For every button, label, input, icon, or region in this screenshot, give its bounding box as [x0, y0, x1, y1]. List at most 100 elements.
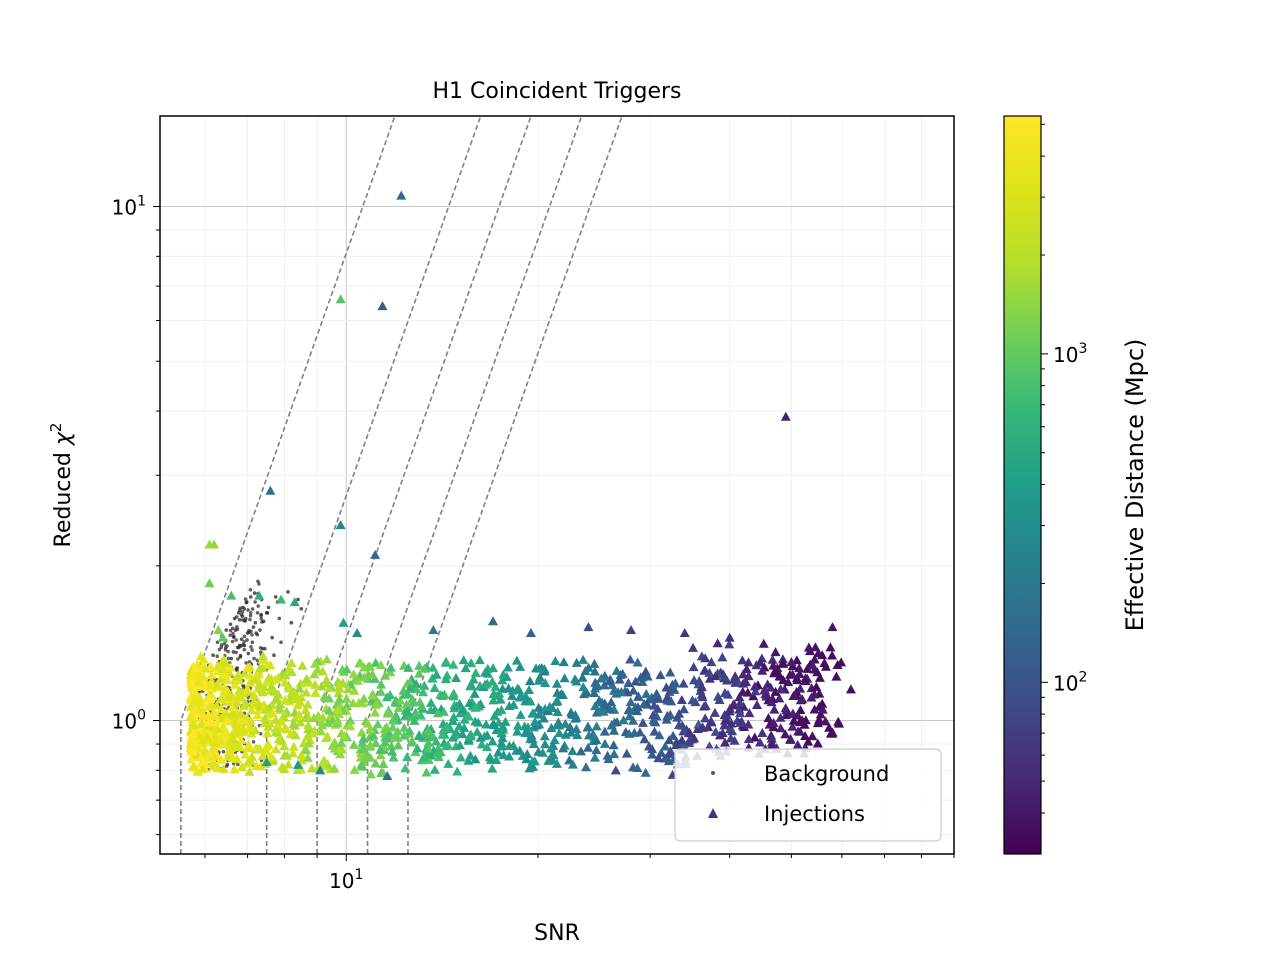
injection-point: [827, 622, 838, 632]
injection-point: [812, 738, 823, 748]
injection-point: [283, 759, 294, 769]
background-point: [228, 628, 233, 633]
injection-point: [652, 703, 663, 713]
injection-point: [385, 662, 396, 672]
injection-point: [591, 707, 602, 717]
injection-point: [203, 717, 214, 727]
injection-point: [552, 706, 563, 716]
legend-injections-label: Injections: [764, 802, 865, 826]
injection-point: [370, 738, 381, 748]
injection-point: [648, 710, 659, 720]
injection-point: [428, 625, 439, 635]
injection-point: [357, 761, 368, 771]
injection-point: [365, 661, 376, 671]
injection-point: [265, 485, 276, 495]
injection-point: [212, 723, 223, 733]
background-point: [240, 610, 245, 614]
injection-point: [800, 676, 811, 686]
injection-point: [525, 628, 536, 638]
background-point: [250, 640, 255, 645]
injection-point: [671, 739, 682, 749]
colorbar: 102 103 Effective Distance (Mpc): [1003, 115, 1149, 855]
threshold-curve: [265, 116, 482, 854]
injection-point: [497, 733, 508, 743]
injection-point: [385, 667, 396, 677]
background-point: [273, 595, 278, 599]
injection-point: [412, 743, 423, 753]
colorbar-tick-label: 103: [1053, 341, 1087, 367]
injection-point: [341, 693, 352, 703]
injection-point: [376, 679, 387, 689]
injection-point: [301, 687, 312, 697]
injection-point: [590, 701, 601, 711]
injection-point: [234, 715, 245, 725]
injection-point: [249, 696, 260, 706]
injection-point: [803, 642, 814, 652]
injection-point: [578, 682, 589, 692]
background-point: [225, 762, 230, 767]
injection-point: [203, 710, 214, 720]
injection-point: [676, 695, 687, 705]
injection-point: [751, 700, 762, 710]
legend-injections-marker: [708, 808, 718, 818]
injection-point: [336, 737, 347, 747]
injection-point: [232, 741, 243, 751]
injection-point: [515, 661, 526, 671]
injection-point: [777, 657, 788, 667]
injection-point: [652, 693, 663, 703]
injection-point: [426, 697, 437, 707]
injection-point: [439, 689, 450, 699]
y-tick-label: 100: [112, 708, 146, 734]
injection-point: [811, 681, 822, 691]
injection-point: [720, 737, 731, 747]
injection-point: [589, 687, 600, 697]
background-point: [231, 631, 235, 636]
background-point: [255, 632, 260, 637]
injection-point: [487, 736, 498, 746]
injection-point: [440, 657, 451, 667]
injection-point: [322, 717, 333, 727]
injection-point: [186, 746, 197, 756]
threshold-curve: [407, 116, 623, 854]
injection-point: [254, 663, 265, 673]
injection-point: [186, 754, 197, 764]
injection-point: [637, 677, 648, 687]
injection-point: [334, 682, 345, 692]
injection-point: [435, 747, 446, 757]
injection-point: [766, 697, 777, 707]
background-point: [247, 630, 252, 635]
injection-point: [596, 673, 607, 683]
injection-point: [418, 687, 429, 697]
injection-point: [700, 653, 711, 663]
colorbar-label: Effective Distance (Mpc): [1121, 339, 1149, 632]
injection-point: [335, 749, 346, 759]
injection-point: [261, 703, 272, 713]
injection-point: [245, 670, 256, 680]
injection-point: [827, 728, 838, 738]
injection-point: [792, 675, 803, 685]
injection-point: [378, 758, 389, 768]
injection-point: [297, 660, 308, 670]
injection-point: [734, 692, 745, 702]
injection-point: [235, 734, 246, 744]
injection-point: [795, 726, 806, 736]
injection-point: [227, 732, 238, 742]
injection-point: [763, 713, 774, 723]
injection-point: [459, 722, 470, 732]
injection-point: [188, 720, 199, 730]
injection-point: [533, 746, 544, 756]
injection-point: [207, 735, 218, 745]
injection-point: [396, 190, 407, 200]
injection-point: [198, 674, 209, 684]
injection-point: [560, 718, 571, 728]
injection-point: [743, 719, 754, 729]
injection-point: [507, 685, 518, 695]
injection-point: [280, 670, 291, 680]
injection-point: [414, 730, 425, 740]
injection-point: [567, 759, 578, 769]
injection-point: [589, 658, 600, 668]
injection-point: [368, 730, 379, 740]
injection-point: [190, 704, 201, 714]
injection-point: [322, 731, 333, 741]
injection-point: [674, 708, 685, 718]
